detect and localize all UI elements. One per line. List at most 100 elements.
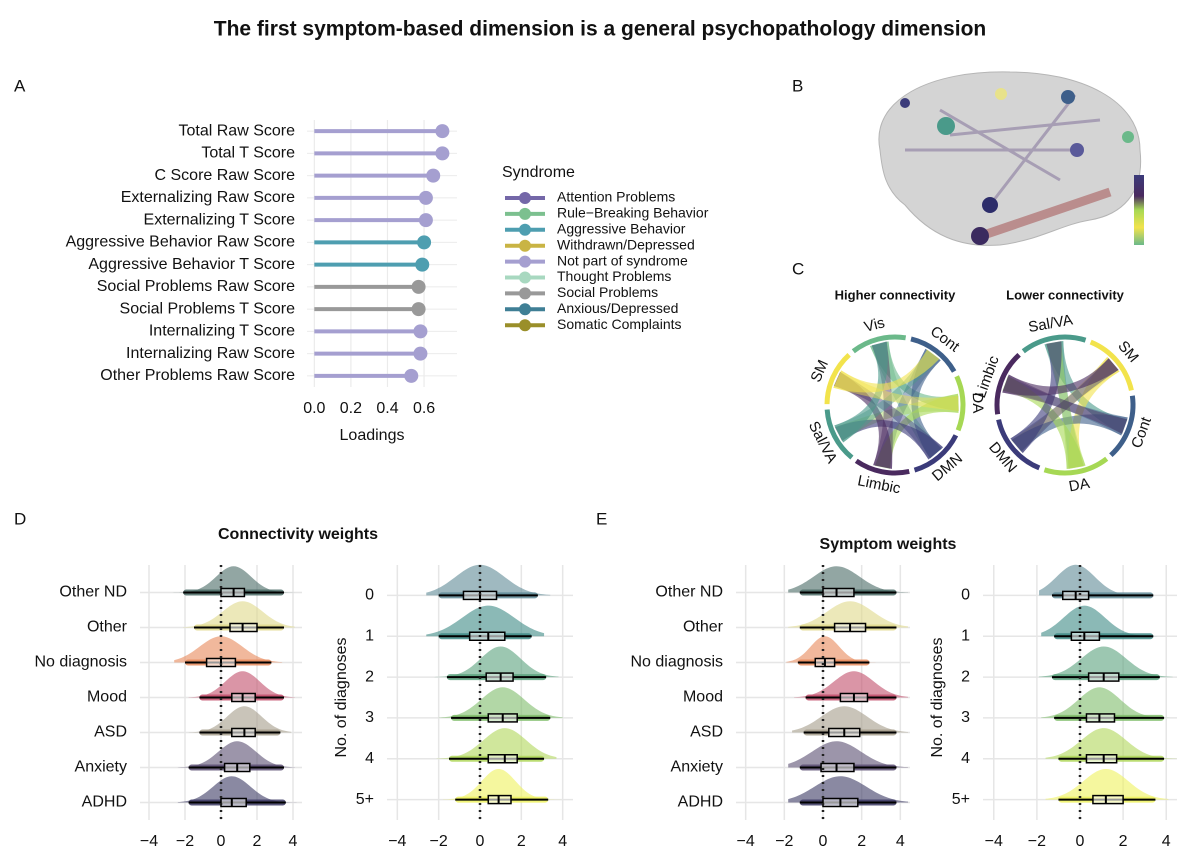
density — [426, 564, 551, 596]
group-title: Connectivity weights — [218, 526, 378, 543]
box — [468, 631, 506, 641]
legend-swatch — [519, 303, 531, 316]
x-tick-label: 0.6 — [413, 400, 435, 417]
chord-ribbon — [1044, 341, 1128, 434]
chord-arc — [994, 352, 1021, 415]
chord-label: Sal/VA — [1027, 311, 1074, 336]
chord-label: DMN — [985, 439, 1020, 476]
chord-ribbon — [835, 419, 944, 460]
legend-label: Rule−Breaking Behavior — [557, 205, 709, 221]
legend-swatch — [519, 192, 531, 204]
y-tick-label: Mood — [87, 689, 127, 706]
x-tick-label: 2 — [517, 833, 526, 850]
legend-swatch — [519, 319, 531, 332]
chord-ribbon — [1010, 341, 1062, 454]
brain-node — [937, 117, 955, 135]
legend-label: Somatic Complaints — [557, 316, 682, 332]
x-tick-label: 0 — [217, 833, 226, 850]
y-tick-label: Other — [87, 619, 128, 636]
y-tick-label: No diagnosis — [35, 654, 128, 671]
chord-arc — [954, 375, 966, 432]
figure-title: The first symptom-based dimension is a g… — [214, 18, 986, 41]
y-tick-label: Mood — [683, 689, 723, 706]
x-tick-label: 2 — [253, 833, 262, 850]
chord-label: SM — [807, 357, 832, 384]
x-axis-label: Loadings — [340, 427, 405, 444]
y-tick-label: Other ND — [59, 584, 127, 601]
box — [1085, 713, 1116, 723]
brain-node — [900, 98, 910, 108]
y-tick-label: Aggressive Behavior T Score — [88, 256, 295, 273]
y-tick-label: Social Problems Raw Score — [97, 278, 295, 295]
box — [487, 794, 512, 805]
chord-arc — [913, 434, 959, 473]
density — [1041, 687, 1177, 718]
x-tick-label: −2 — [430, 833, 448, 850]
density — [172, 566, 295, 593]
density — [788, 566, 909, 593]
chord-label: Vis — [862, 314, 886, 336]
x-tick-label: 4 — [1162, 833, 1171, 850]
density — [177, 741, 295, 768]
density — [792, 706, 909, 733]
raincloud-panel: −4 −2 0 2 4 Other ND Other No diagnosis Mood ASD A… — [35, 565, 302, 850]
legend-swatch — [519, 239, 531, 252]
density — [188, 671, 295, 698]
density — [438, 687, 563, 718]
x-tick-label: 0 — [1076, 833, 1085, 850]
y-tick-label: ADHD — [82, 794, 127, 811]
brain-edge — [905, 94, 1101, 206]
x-tick-label: 0.2 — [340, 400, 362, 417]
brain-edge — [973, 187, 1112, 243]
chord-ribbon — [833, 349, 940, 393]
legend-label: Social Problems — [557, 284, 658, 300]
y-tick-label: 2 — [365, 668, 374, 685]
chord-title: Higher connectivity — [835, 287, 956, 302]
panel-label: A — [14, 76, 26, 95]
chord-diagram: Lower connectivitySal/VASMContDADMNLimbi… — [972, 287, 1155, 495]
legend-swatch — [519, 287, 531, 300]
legend-label: Attention Problems — [557, 189, 675, 205]
lollipop-panel: 0.0 0.2 0.4 0.6 Loadings Total Raw Score Total… — [66, 120, 709, 444]
chord-arc — [1021, 334, 1087, 354]
lollipop-head — [411, 302, 426, 317]
density — [786, 636, 881, 663]
density — [434, 646, 559, 678]
chord-arc — [854, 458, 910, 476]
chord-label: Limbic — [856, 472, 902, 497]
legend-label: Not part of syndrome — [557, 252, 688, 268]
x-tick-label: 0.4 — [376, 400, 398, 417]
x-tick-label: −4 — [388, 833, 406, 850]
x-tick-label: −2 — [176, 833, 194, 850]
brain-node — [1061, 90, 1075, 104]
y-tick-label: 5+ — [952, 791, 970, 808]
box — [485, 672, 514, 682]
density — [436, 728, 557, 759]
chord-title: Lower connectivity — [1006, 287, 1125, 302]
y-tick-label: Other ND — [655, 584, 723, 601]
y-tick-label: Social Problems T Score — [120, 300, 296, 317]
chord-ribbon — [835, 393, 959, 441]
lollipop-head — [415, 257, 430, 272]
y-axis-label: No. of diagnoses — [333, 637, 350, 757]
chord-arc — [910, 336, 957, 373]
x-tick-label: 0 — [819, 833, 828, 850]
panel-label: E — [596, 509, 607, 528]
y-tick-label: Anxiety — [75, 759, 127, 776]
legend-label: Thought Problems — [557, 268, 671, 284]
legend-swatch — [519, 255, 531, 268]
density — [183, 601, 295, 628]
panel-label: D — [14, 509, 26, 528]
group-title: Symptom weights — [820, 536, 957, 553]
lollipop-head — [418, 190, 433, 205]
density — [1045, 768, 1169, 800]
y-tick-label: Externalizing Raw Score — [121, 189, 295, 206]
chord-label: Cont — [927, 323, 963, 356]
density — [788, 776, 909, 803]
density — [788, 601, 909, 628]
y-tick-label: 1 — [961, 627, 970, 644]
legend-label: Anxious/Depressed — [557, 300, 678, 316]
chord-ribbon — [1002, 376, 1086, 469]
x-tick-label: 0 — [476, 833, 485, 850]
